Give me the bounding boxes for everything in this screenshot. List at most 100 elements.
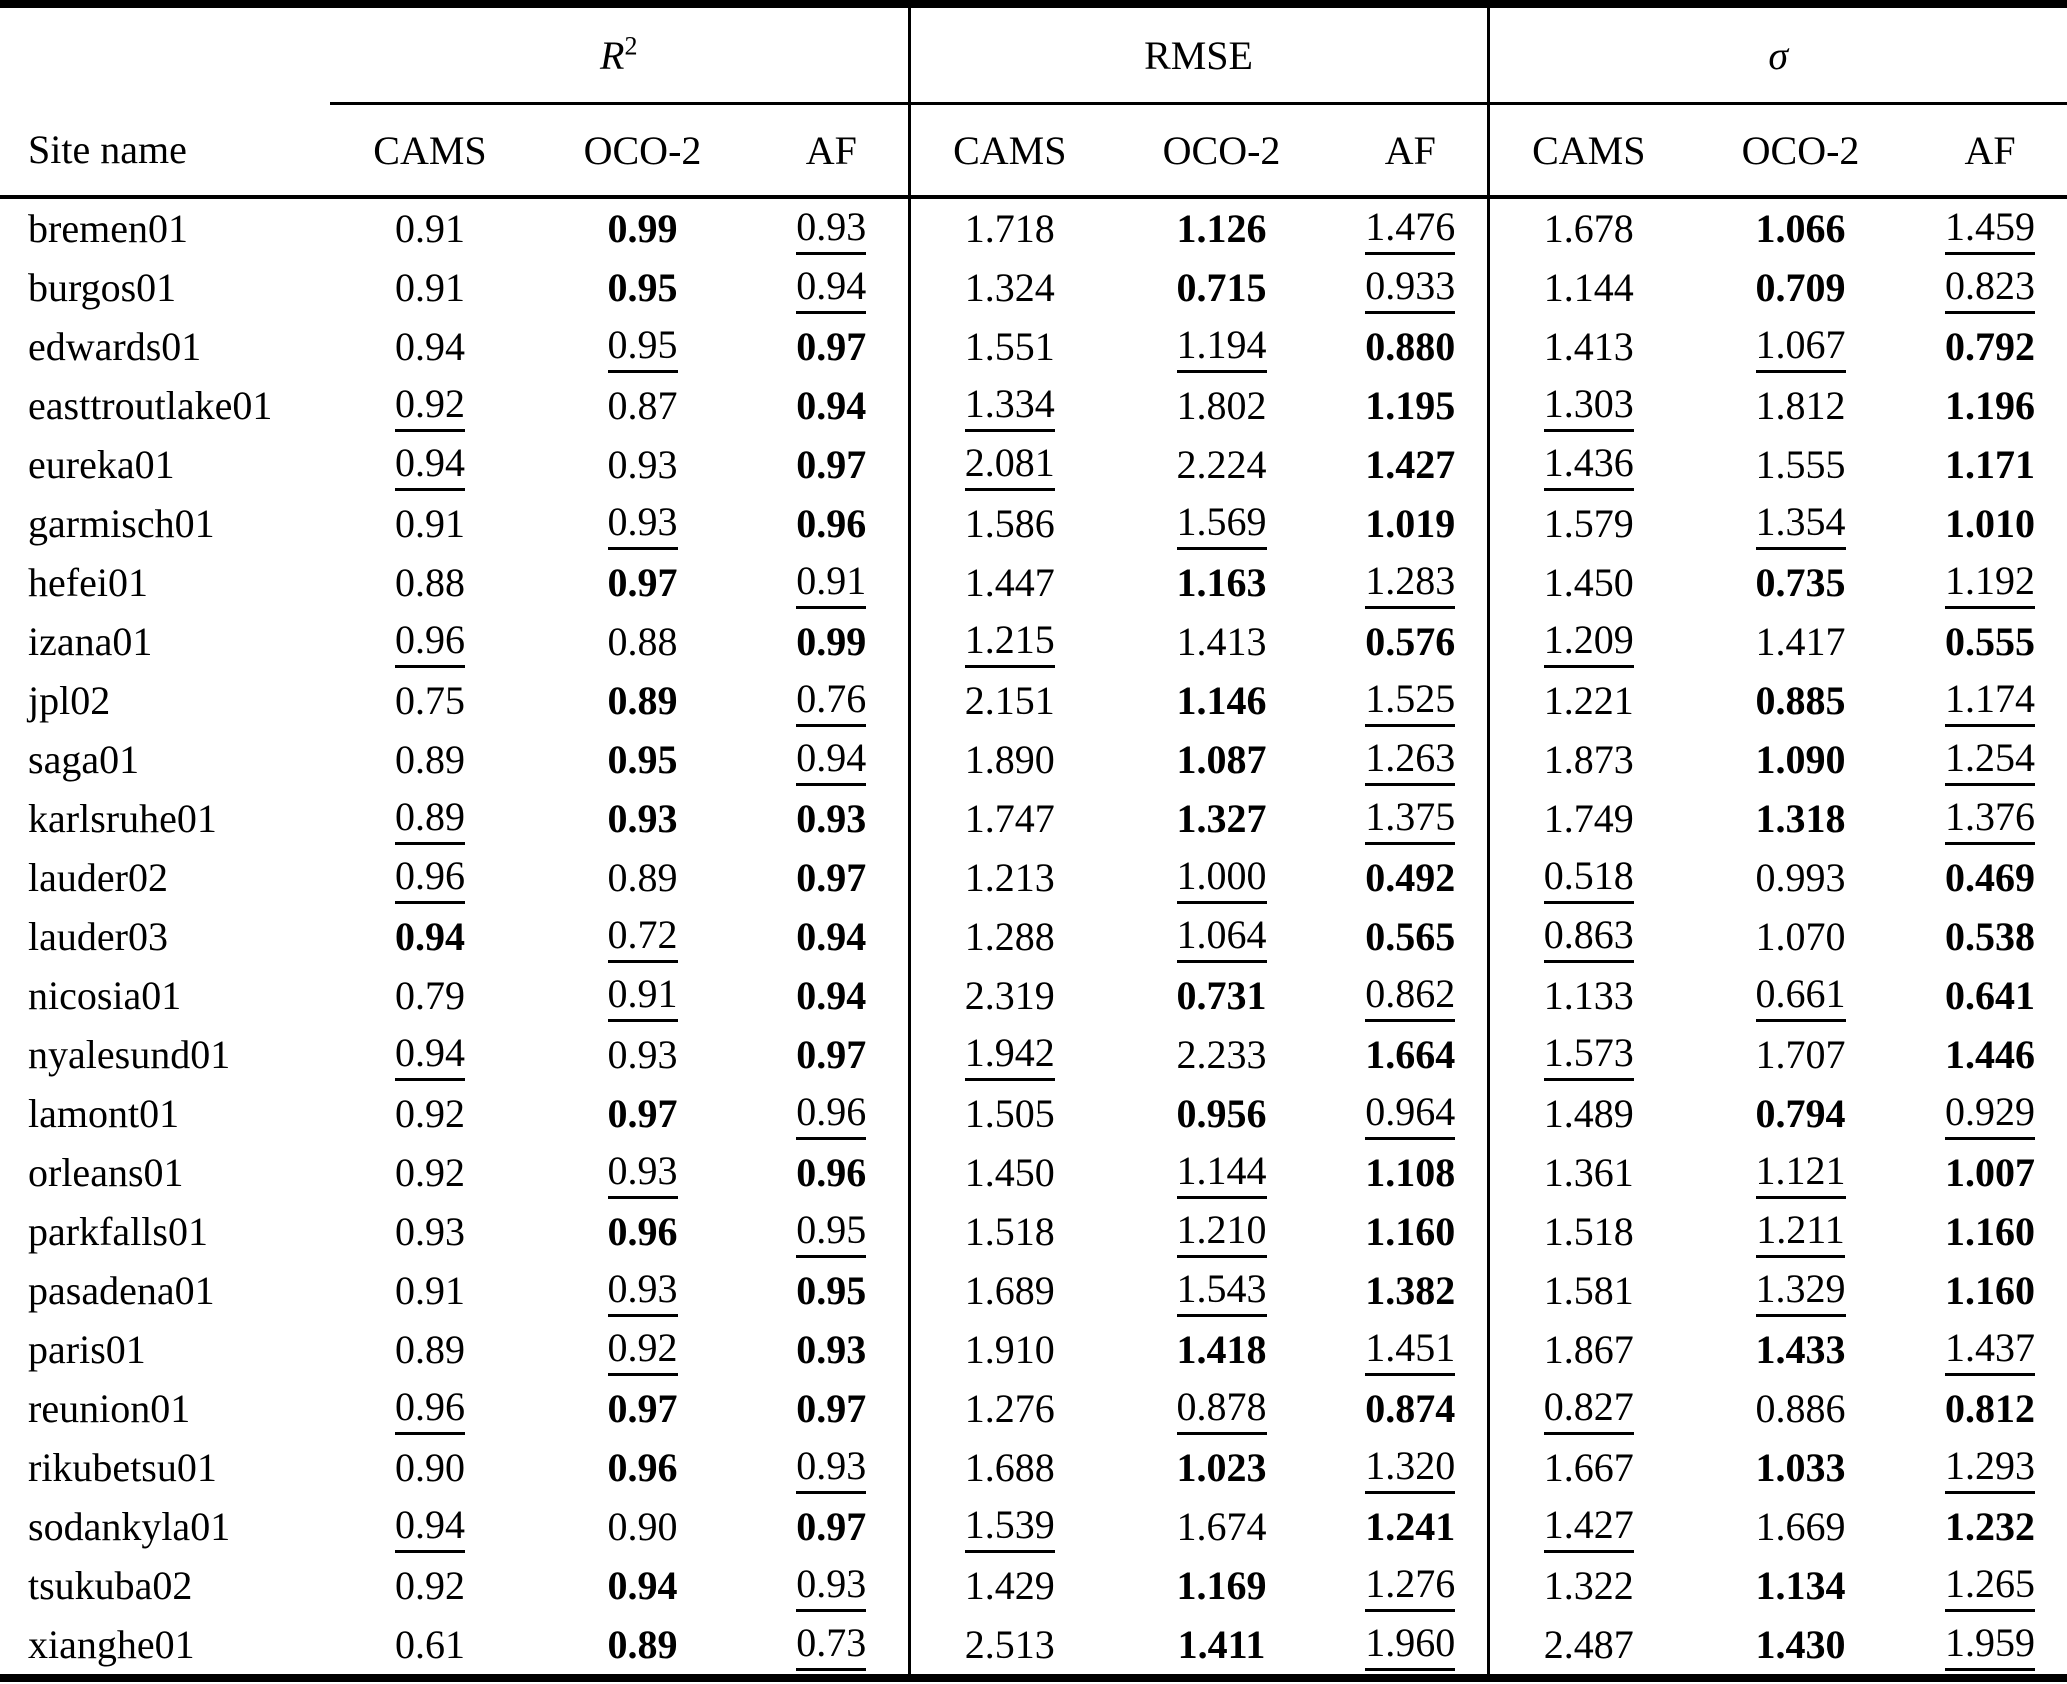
value-cell: 0.93 (755, 1556, 909, 1615)
value-cell: 1.334 (907, 376, 1110, 435)
value-cell: 1.232 (1913, 1497, 2067, 1556)
cell-value: 1.293 (1945, 1444, 2036, 1494)
value-cell: 1.747 (907, 789, 1110, 848)
value-cell: 1.960 (1334, 1615, 1488, 1678)
cell-value: 1.144 (1543, 265, 1634, 310)
table-row: lauder02 0.96 0.89 0.97 1.213 1.000 0.492 0.518… (0, 848, 2067, 907)
value-cell: 0.96 (530, 1202, 755, 1261)
table-row: xianghe01 0.61 0.89 0.73 2.513 1.411 1.960 2.48… (0, 1615, 2067, 1678)
cell-value: 0.97 (607, 1091, 678, 1136)
cell-value: 1.327 (1176, 796, 1267, 841)
value-cell: 0.956 (1109, 1084, 1334, 1143)
cell-value: 2.081 (964, 441, 1055, 491)
cell-value: 0.792 (1945, 324, 2036, 369)
value-cell: 1.303 (1486, 376, 1689, 435)
value-cell: 0.933 (1334, 258, 1488, 317)
value-cell: 0.99 (755, 612, 909, 671)
cell-value: 1.324 (964, 265, 1055, 310)
cell-value: 1.329 (1755, 1267, 1846, 1317)
cell-value: 1.427 (1365, 442, 1456, 487)
value-cell: 1.354 (1688, 494, 1913, 553)
value-cell: 1.555 (1688, 435, 1913, 494)
site-name-cell: garmisch01 (28, 501, 215, 546)
cell-value: 1.134 (1755, 1563, 1846, 1608)
value-cell: 0.90 (330, 1438, 530, 1497)
cell-value: 0.93 (796, 1444, 867, 1494)
value-cell: 0.97 (755, 1497, 909, 1556)
site-name-cell: hefei01 (28, 560, 148, 605)
site-name-cell: bremen01 (28, 206, 188, 251)
cell-value: 0.97 (796, 1386, 867, 1431)
value-cell: 0.72 (530, 907, 755, 966)
cell-value: 1.689 (964, 1268, 1055, 1313)
cell-value: 0.874 (1365, 1386, 1456, 1431)
cell-value: 0.827 (1543, 1385, 1634, 1435)
value-cell: 0.91 (755, 553, 909, 612)
value-cell: 0.99 (530, 197, 755, 258)
value-cell: 0.94 (755, 907, 909, 966)
cell-value: 0.94 (395, 1031, 465, 1081)
value-cell: 0.88 (530, 612, 755, 671)
value-cell: 1.505 (907, 1084, 1110, 1143)
cell-value: 0.555 (1945, 619, 2036, 664)
cell-value: 0.933 (1365, 264, 1456, 314)
cell-value: 0.96 (395, 1385, 465, 1435)
value-cell: 0.518 (1486, 848, 1689, 907)
value-cell: 0.641 (1913, 966, 2067, 1025)
value-cell: 1.288 (907, 907, 1110, 966)
cell-value: 0.95 (607, 323, 678, 373)
value-cell: 0.93 (530, 1261, 755, 1320)
table-row: jpl02 0.75 0.89 0.76 2.151 1.146 1.525 1.221 0.8… (0, 671, 2067, 730)
cell-value: 1.812 (1755, 383, 1846, 428)
value-cell: 1.090 (1688, 730, 1913, 789)
cell-value: 0.964 (1365, 1090, 1456, 1140)
site-name-cell: izana01 (28, 619, 153, 664)
value-cell: 1.427 (1334, 435, 1488, 494)
group-header-sigma: σ (1486, 4, 2067, 105)
value-cell: 1.427 (1486, 1497, 1689, 1556)
value-cell: 0.96 (530, 1438, 755, 1497)
cell-value: 0.73 (796, 1621, 867, 1671)
table-row: rikubetsu01 0.90 0.96 0.93 1.688 1.023 1.320 1.… (0, 1438, 2067, 1497)
cell-value: 0.92 (395, 1563, 465, 1608)
group-header-r-squared: R2 (330, 4, 910, 105)
cell-value: 1.674 (1176, 1504, 1267, 1549)
cell-value: 0.91 (395, 501, 465, 546)
cell-value: 1.160 (1945, 1209, 2036, 1254)
cell-value: 0.93 (607, 442, 678, 487)
cell-value: 1.160 (1365, 1209, 1456, 1254)
cell-value: 1.539 (964, 1503, 1055, 1553)
cell-value: 0.94 (796, 736, 867, 786)
value-cell: 0.93 (755, 1320, 909, 1379)
cell-value: 1.382 (1365, 1268, 1456, 1313)
cell-value: 0.99 (796, 619, 867, 664)
col-header-sigma-cams: CAMS (1486, 103, 1689, 199)
site-name-cell: jpl02 (28, 678, 111, 723)
cell-value: 1.209 (1543, 618, 1634, 668)
table-row: saga01 0.89 0.95 0.94 1.890 1.087 1.263 1.873 1.… (0, 730, 2067, 789)
value-cell: 0.94 (330, 435, 530, 494)
cell-value: 1.433 (1755, 1327, 1846, 1372)
cell-value: 1.241 (1365, 1504, 1456, 1549)
value-cell: 0.874 (1334, 1379, 1488, 1438)
cell-value: 0.89 (395, 795, 465, 845)
cell-value: 0.76 (796, 677, 867, 727)
table-row: izana01 0.96 0.88 0.99 1.215 1.413 0.576 1.209 1… (0, 612, 2067, 671)
cell-value: 0.92 (395, 382, 465, 432)
table-row: eureka01 0.94 0.93 0.97 2.081 2.224 1.427 1.436… (0, 435, 2067, 494)
value-cell: 0.97 (530, 1084, 755, 1143)
site-name-cell: xianghe01 (28, 1622, 195, 1667)
col-header-r2-oco2: OCO-2 (530, 103, 755, 199)
cell-value: 1.437 (1945, 1326, 2036, 1376)
value-cell: 0.89 (530, 671, 755, 730)
value-cell: 1.375 (1334, 789, 1488, 848)
value-cell: 1.221 (1486, 671, 1689, 730)
cell-value: 1.254 (1945, 736, 2036, 786)
value-cell: 1.160 (1334, 1202, 1488, 1261)
table-row: paris01 0.89 0.92 0.93 1.910 1.418 1.451 1.867 1… (0, 1320, 2067, 1379)
cell-value: 0.94 (607, 1563, 678, 1608)
value-cell: 0.735 (1688, 553, 1913, 612)
site-name-header: Site name (0, 103, 330, 199)
cell-value: 0.878 (1176, 1385, 1267, 1435)
